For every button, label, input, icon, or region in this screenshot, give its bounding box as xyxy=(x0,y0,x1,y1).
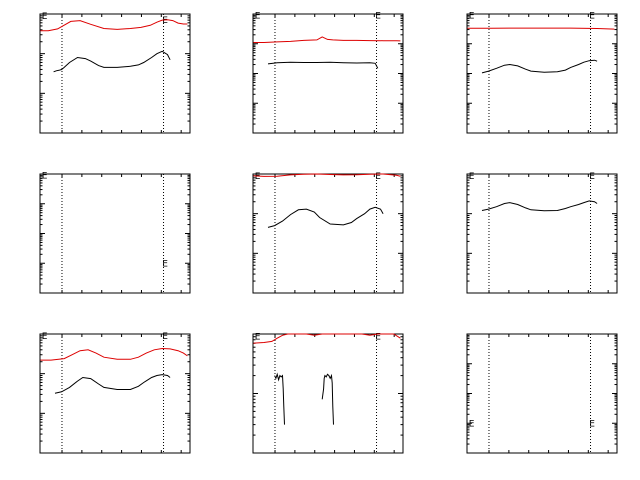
events-series-line xyxy=(54,374,171,394)
e-marker: E xyxy=(162,332,168,342)
e-marker: E xyxy=(255,172,261,182)
lld-series-line xyxy=(253,173,401,177)
detector-panel-4: EE xyxy=(39,171,191,294)
plot-frame xyxy=(39,173,191,294)
e-marker: E xyxy=(42,332,48,342)
events-series-line xyxy=(267,61,379,69)
e-marker: E xyxy=(162,259,168,269)
e-marker: E xyxy=(255,333,261,343)
e-marker: E xyxy=(375,333,381,343)
plot-frame xyxy=(252,13,404,134)
events-series-line xyxy=(321,373,334,425)
plot-frame xyxy=(466,13,618,134)
e-marker: E xyxy=(375,172,381,182)
plot-frame xyxy=(466,333,618,454)
e-marker: E xyxy=(162,16,168,26)
plot-frame xyxy=(252,333,404,454)
e-marker: E xyxy=(469,419,475,429)
e-marker: E xyxy=(375,11,381,21)
events-series-line xyxy=(274,372,285,425)
plot-frame xyxy=(466,173,618,294)
e-marker: E xyxy=(42,171,48,181)
plot-frame xyxy=(252,173,404,294)
lld-series-line xyxy=(253,36,401,43)
events-series-line xyxy=(267,206,384,228)
lld-series-line xyxy=(253,333,401,344)
lld-series-line xyxy=(40,347,188,361)
e-marker: E xyxy=(589,11,595,21)
plot-frame xyxy=(39,333,191,454)
e-marker: E xyxy=(42,12,48,22)
lld-series-line xyxy=(467,27,615,30)
e-marker: E xyxy=(255,11,261,21)
e-marker: E xyxy=(469,11,475,21)
e-marker: E xyxy=(469,172,475,182)
events-series-line xyxy=(53,50,171,73)
e-marker: E xyxy=(589,419,595,429)
events-series-line xyxy=(481,200,598,212)
plot-frame xyxy=(39,13,191,134)
e-marker: E xyxy=(589,172,595,182)
events-series-line xyxy=(481,59,598,74)
lld-series-line xyxy=(40,19,188,32)
